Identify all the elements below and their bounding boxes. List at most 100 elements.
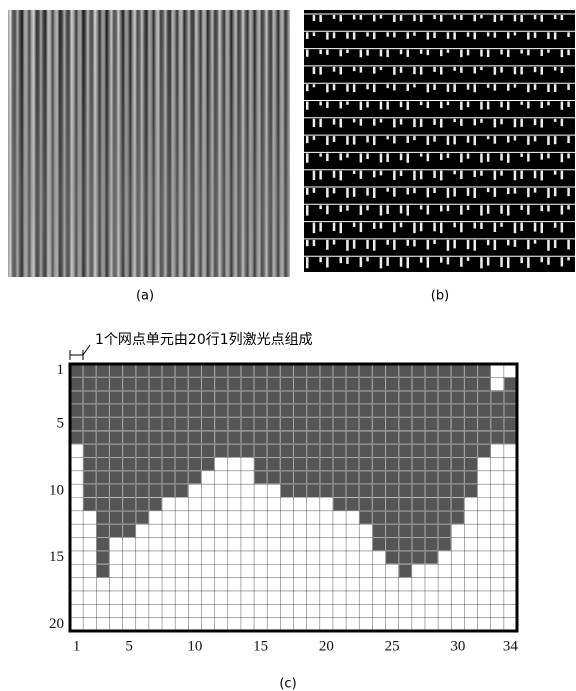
texture [567, 205, 570, 209]
texture [340, 50, 343, 57]
texture [433, 119, 436, 125]
texture [474, 15, 477, 21]
texture [373, 119, 376, 126]
texture [360, 15, 363, 20]
dark-cells [241, 364, 254, 457]
texture [487, 136, 490, 139]
texture [386, 257, 389, 266]
texture [326, 50, 329, 55]
texture [500, 119, 503, 124]
row-tick-label: 20 [49, 616, 64, 632]
texture [480, 102, 483, 110]
texture [534, 188, 537, 193]
texture [534, 240, 537, 244]
texture [561, 171, 564, 180]
dark-cells [412, 364, 425, 564]
texture [447, 205, 450, 211]
col-tick-label: 34 [503, 638, 519, 654]
texture [366, 205, 369, 210]
texture [413, 240, 416, 247]
texture [380, 153, 383, 162]
texture [380, 67, 383, 70]
texture [494, 171, 497, 180]
texture [319, 153, 322, 156]
texture [360, 171, 363, 179]
texture [474, 84, 477, 92]
texture [474, 32, 477, 39]
texture [346, 188, 349, 198]
texture [561, 205, 564, 214]
texture [366, 102, 369, 108]
texture [541, 15, 544, 22]
texture [427, 240, 430, 250]
texture [353, 136, 356, 144]
caption-b: (b) [431, 289, 449, 304]
texture [407, 50, 410, 57]
texture [340, 119, 343, 128]
col-tick-label: 15 [253, 638, 268, 654]
texture [340, 171, 343, 181]
texture [373, 32, 376, 39]
texture [520, 67, 523, 75]
texture [353, 67, 356, 71]
texture [413, 171, 416, 180]
row-tick-label: 10 [49, 482, 64, 498]
texture [440, 171, 443, 181]
texture [514, 15, 517, 21]
texture [353, 15, 356, 20]
grid-chart: 1510152015101520253034 [49, 362, 518, 654]
texture [541, 119, 544, 128]
texture [527, 32, 530, 39]
texture [507, 102, 510, 110]
texture [514, 119, 517, 127]
texture [413, 119, 416, 127]
texture [433, 67, 436, 72]
texture [346, 153, 349, 157]
texture [514, 223, 517, 234]
texture [386, 84, 389, 88]
texture [319, 171, 322, 180]
texture [400, 102, 403, 108]
texture [453, 171, 456, 175]
texture [319, 102, 322, 106]
texture [514, 188, 517, 194]
texture [373, 171, 376, 178]
dark-cells [267, 364, 280, 484]
texture [373, 188, 376, 198]
texture [561, 67, 564, 73]
texture [360, 205, 363, 215]
texture [333, 171, 336, 178]
texture [407, 153, 410, 162]
texture [420, 15, 423, 22]
texture [514, 240, 517, 247]
texture [366, 257, 369, 261]
caption-a: (a) [136, 289, 154, 304]
texture [500, 205, 503, 213]
texture [460, 119, 463, 126]
texture [547, 102, 550, 106]
texture [514, 84, 517, 88]
texture [514, 136, 517, 140]
texture [474, 119, 477, 126]
texture [373, 223, 376, 229]
texture [433, 136, 436, 142]
texture [306, 84, 309, 91]
texture [460, 15, 463, 20]
texture [306, 153, 309, 162]
texture [380, 205, 383, 215]
dark-cells [188, 364, 201, 484]
texture [340, 205, 343, 212]
texture [507, 32, 510, 38]
texture [547, 32, 550, 39]
texture [541, 67, 544, 75]
texture [453, 84, 456, 92]
texture [440, 15, 443, 22]
texture [326, 32, 329, 39]
texture [319, 50, 322, 54]
texture [547, 205, 550, 211]
texture [507, 84, 510, 91]
texture [453, 119, 456, 122]
texture [453, 32, 456, 39]
texture [433, 171, 436, 178]
texture [520, 223, 523, 231]
